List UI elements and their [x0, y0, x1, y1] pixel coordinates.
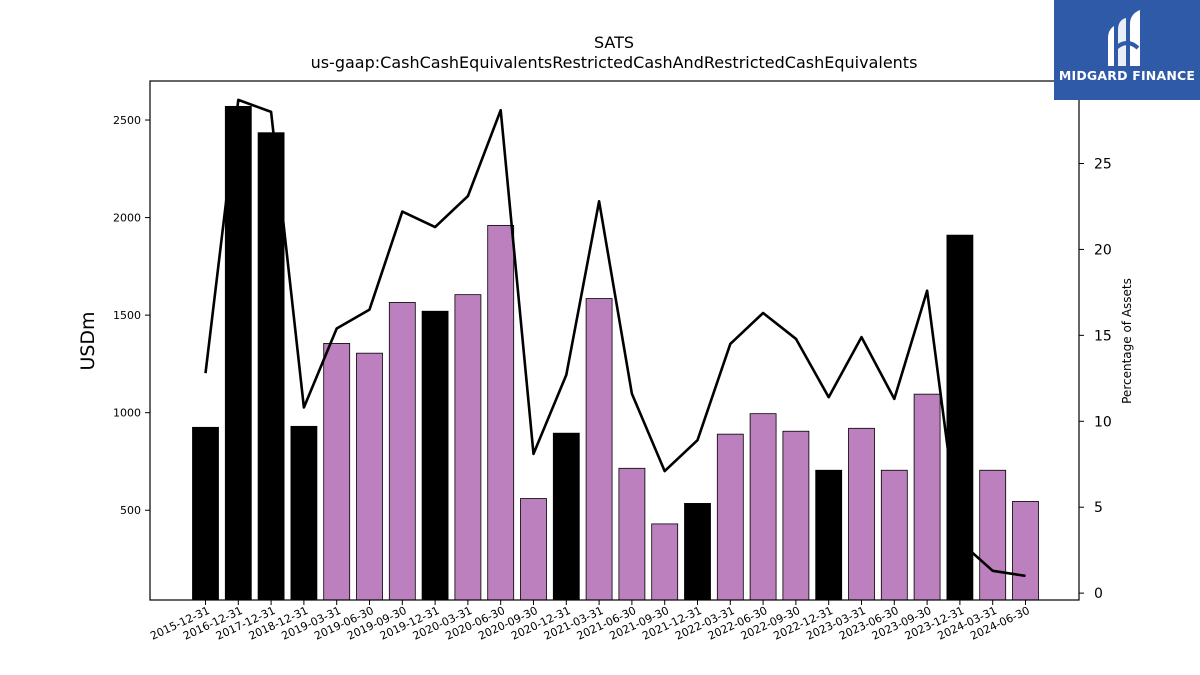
bar — [716, 433, 744, 601]
bar — [848, 427, 875, 601]
bar — [421, 310, 449, 601]
y-tick-label: 2000 — [113, 212, 141, 225]
bar — [290, 425, 318, 601]
bar — [815, 469, 843, 601]
y2-tick-label: 25 — [1094, 156, 1112, 172]
bar — [192, 426, 219, 601]
percentage-line — [204, 98, 1026, 578]
y-axis-label: USDm — [77, 311, 99, 370]
bar — [224, 105, 252, 601]
bar — [684, 503, 711, 601]
bar — [651, 523, 679, 601]
chart-subtitle: us-gaap:CashCashEquivalentsRestrictedCas… — [311, 53, 918, 72]
bar — [454, 294, 482, 601]
bar — [1012, 501, 1039, 601]
plot-area: 500100015002000250005101520252015-12-312… — [113, 80, 1112, 643]
bar — [585, 298, 613, 601]
y2-tick-label: 20 — [1094, 242, 1112, 258]
y2-tick-label: 0 — [1094, 586, 1103, 602]
bar — [880, 469, 908, 601]
bar — [552, 432, 580, 601]
bar — [520, 498, 547, 601]
bar — [323, 343, 351, 601]
bar — [257, 132, 285, 601]
y-tick-label: 500 — [120, 504, 141, 517]
plot-frame — [149, 80, 1080, 601]
y2-tick-label: 15 — [1094, 328, 1112, 344]
bar — [749, 413, 777, 601]
y-tick-label: 1000 — [113, 407, 141, 420]
bar — [388, 302, 416, 601]
brand-logo: MIDGARD FINANCE — [1054, 0, 1200, 100]
y2-tick-label: 10 — [1094, 414, 1112, 430]
y-tick-label: 2500 — [113, 114, 141, 127]
y2-tick-label: 5 — [1094, 500, 1103, 516]
y2-axis-label: Percentage of Assets — [1120, 278, 1134, 404]
midgard-logo-icon — [1108, 10, 1140, 66]
logo-text: MIDGARD FINANCE — [1058, 68, 1196, 83]
bar — [979, 469, 1007, 601]
bar — [913, 393, 941, 601]
bar — [356, 352, 383, 601]
bar — [782, 430, 810, 601]
y-tick-label: 1500 — [113, 309, 141, 322]
bar — [946, 234, 974, 601]
bar — [487, 224, 515, 601]
bar — [618, 467, 646, 601]
chart-title: SATS — [594, 33, 634, 52]
